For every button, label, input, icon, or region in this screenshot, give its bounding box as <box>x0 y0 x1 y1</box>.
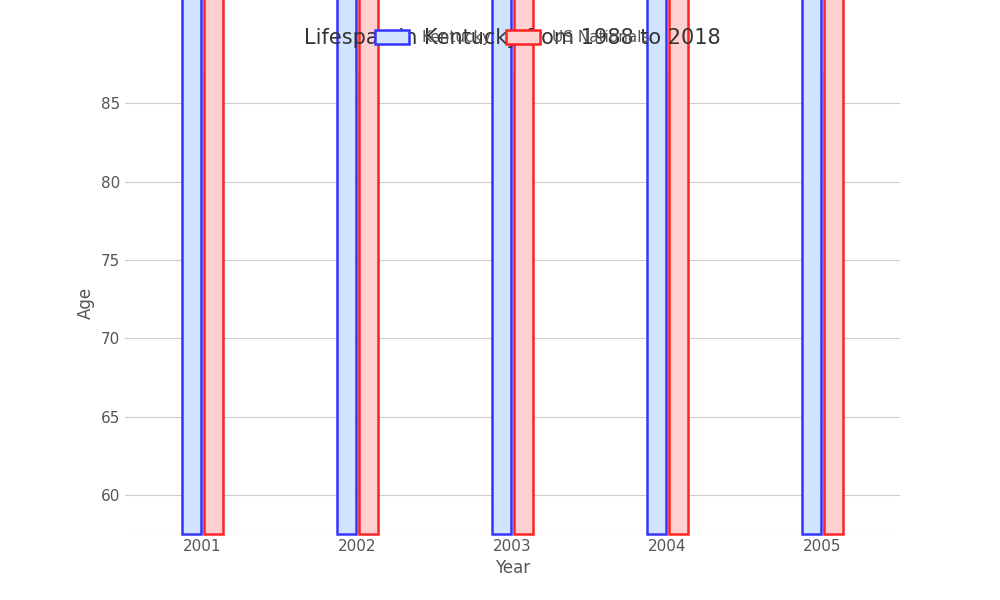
Legend: Kentucky, US Nationals: Kentucky, US Nationals <box>369 24 656 52</box>
Bar <box>337 0 356 534</box>
Bar <box>182 0 201 534</box>
Bar <box>204 0 223 534</box>
Bar <box>514 0 533 534</box>
Bar <box>802 0 821 534</box>
Bar <box>647 0 666 534</box>
Bar <box>492 0 511 534</box>
Bar <box>669 0 688 534</box>
Y-axis label: Age: Age <box>77 287 95 319</box>
X-axis label: Year: Year <box>495 559 530 577</box>
Bar <box>824 0 843 534</box>
Title: Lifespan in Kentucky from 1988 to 2018: Lifespan in Kentucky from 1988 to 2018 <box>304 28 721 48</box>
Bar <box>359 0 378 534</box>
